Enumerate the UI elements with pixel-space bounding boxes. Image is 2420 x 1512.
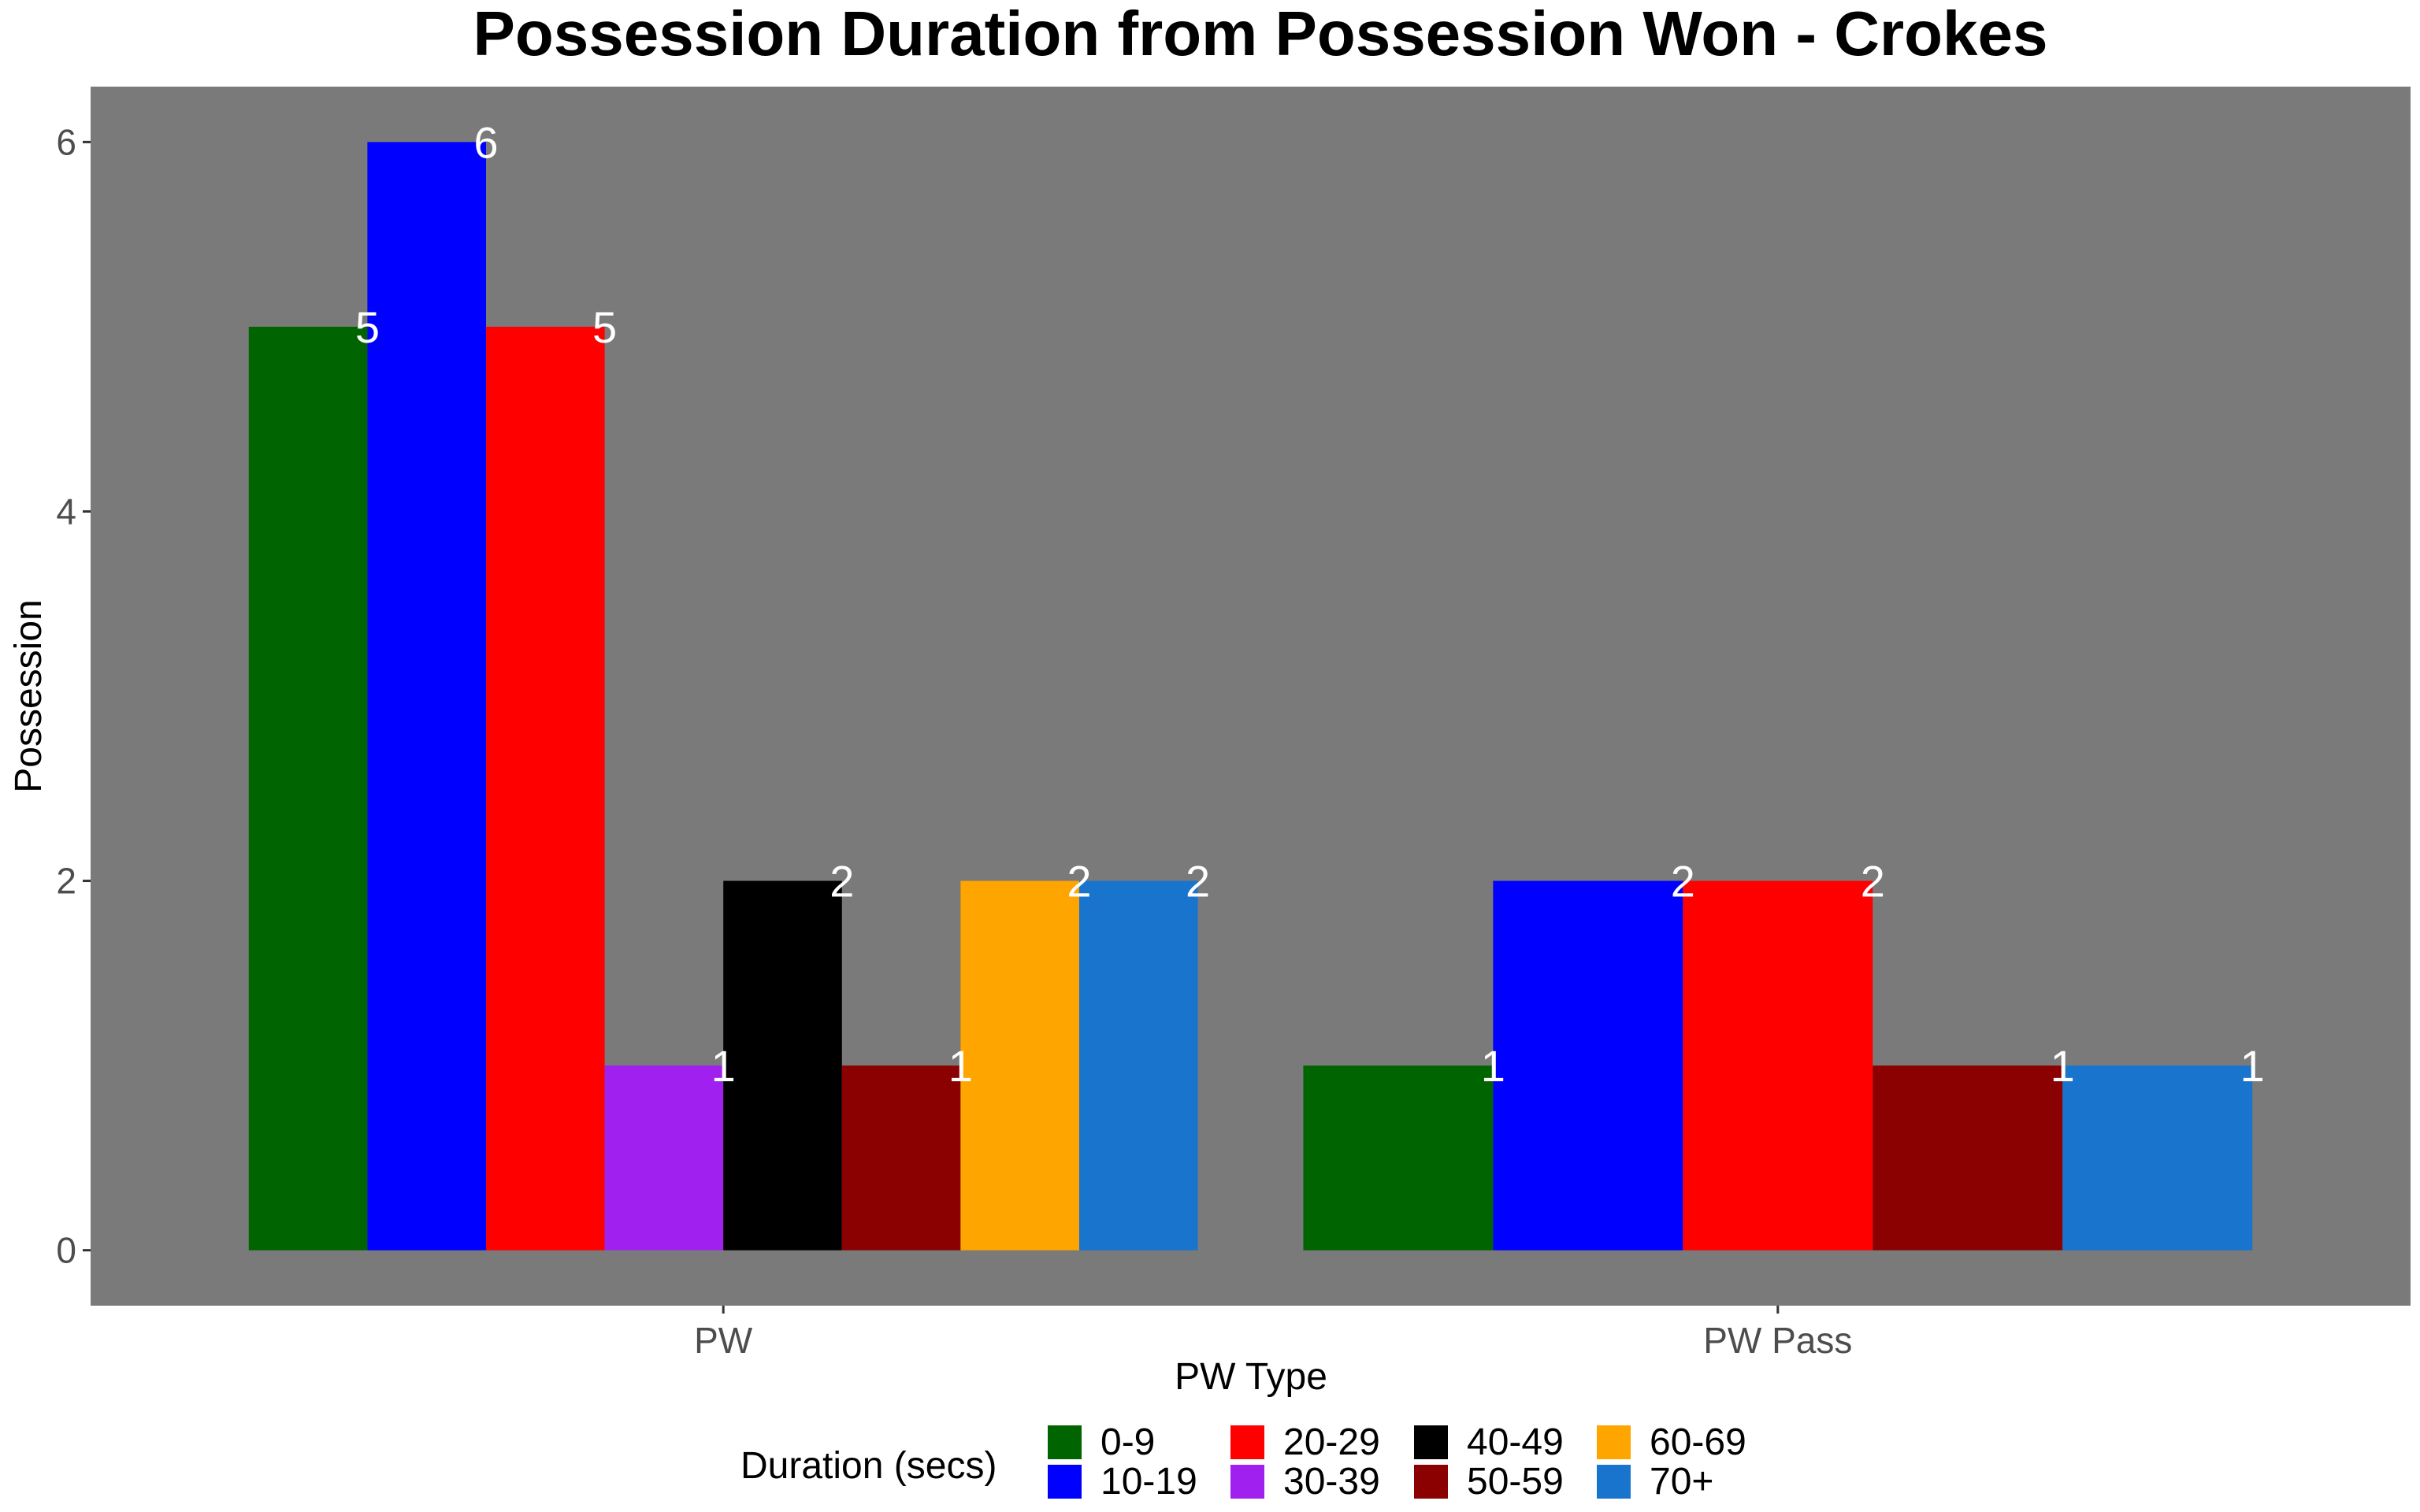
bar-value-label: 2 [830,857,854,906]
y-axis: 0 2 4 6 [56,121,91,1271]
legend-key-40-49 [1414,1425,1448,1459]
chart-title: Possession Duration from Possession Won … [473,0,2048,69]
bar-labels-group: 5 6 5 1 2 1 2 2 1 2 2 1 1 [355,117,2265,1091]
bar-value-label: 5 [592,302,617,352]
legend-label: 30-39 [1283,1461,1380,1503]
bar-pw-30-39 [604,1065,724,1251]
legend-label: 10-19 [1101,1461,1197,1503]
legend-label: 0-9 [1101,1421,1155,1463]
bar-value-label: 1 [948,1041,973,1091]
x-axis: PW PW Pass [694,1306,1852,1361]
x-tick-label: PW [694,1320,753,1361]
bar-pw-10-19 [367,142,486,1251]
bar-pw-pass-20-29 [1683,880,1873,1251]
legend-label: 40-49 [1467,1421,1564,1463]
bar-pw-60-69 [960,880,1079,1251]
bar-value-label: 2 [1067,857,1091,906]
bar-value-label: 2 [1861,857,1885,906]
bar-value-label: 1 [711,1041,736,1091]
legend-key-0-9 [1048,1425,1082,1459]
legend-key-20-29 [1230,1425,1264,1459]
bar-value-label: 6 [473,117,498,167]
y-axis-title: Possession [8,599,50,792]
bar-pw-50-59 [841,1065,961,1251]
bar-value-label: 1 [2051,1041,2075,1091]
legend-label: 60-69 [1650,1421,1746,1463]
bar-value-label: 2 [1671,857,1695,906]
y-tick-label: 0 [56,1230,76,1271]
legend-key-10-19 [1048,1465,1082,1499]
legend-title: Duration (secs) [740,1445,997,1487]
bars-group [248,142,2253,1251]
bar-pw-20-29 [485,326,605,1251]
legend-key-60-69 [1597,1425,1631,1459]
y-tick-label: 4 [56,491,76,532]
bar-pw-pass-0-9 [1303,1065,1494,1251]
legend-key-70+ [1597,1465,1631,1499]
legend-label: 20-29 [1283,1421,1380,1463]
x-tick-label: PW Pass [1703,1320,1852,1361]
bar-value-label: 5 [355,302,380,352]
legend-label: 70+ [1650,1461,1713,1503]
bar-pw-pass-70+ [2062,1065,2253,1251]
bar-pw-70+ [1078,880,1198,1251]
legend-label: 50-59 [1467,1461,1564,1503]
bar-value-label: 1 [1481,1041,1505,1091]
bar-pw-40-49 [723,880,842,1251]
x-axis-title: PW Type [1175,1356,1327,1398]
bar-value-label: 2 [1186,857,1210,906]
legend-key-50-59 [1414,1465,1448,1499]
bar-pw-0-9 [248,326,368,1251]
legend-key-30-39 [1230,1465,1264,1499]
y-tick-label: 2 [56,861,76,902]
bar-pw-pass-10-19 [1493,880,1683,1251]
y-tick-label: 6 [56,121,76,162]
bar-pw-pass-50-59 [1873,1065,2063,1251]
bar-value-label: 1 [2240,1041,2265,1091]
